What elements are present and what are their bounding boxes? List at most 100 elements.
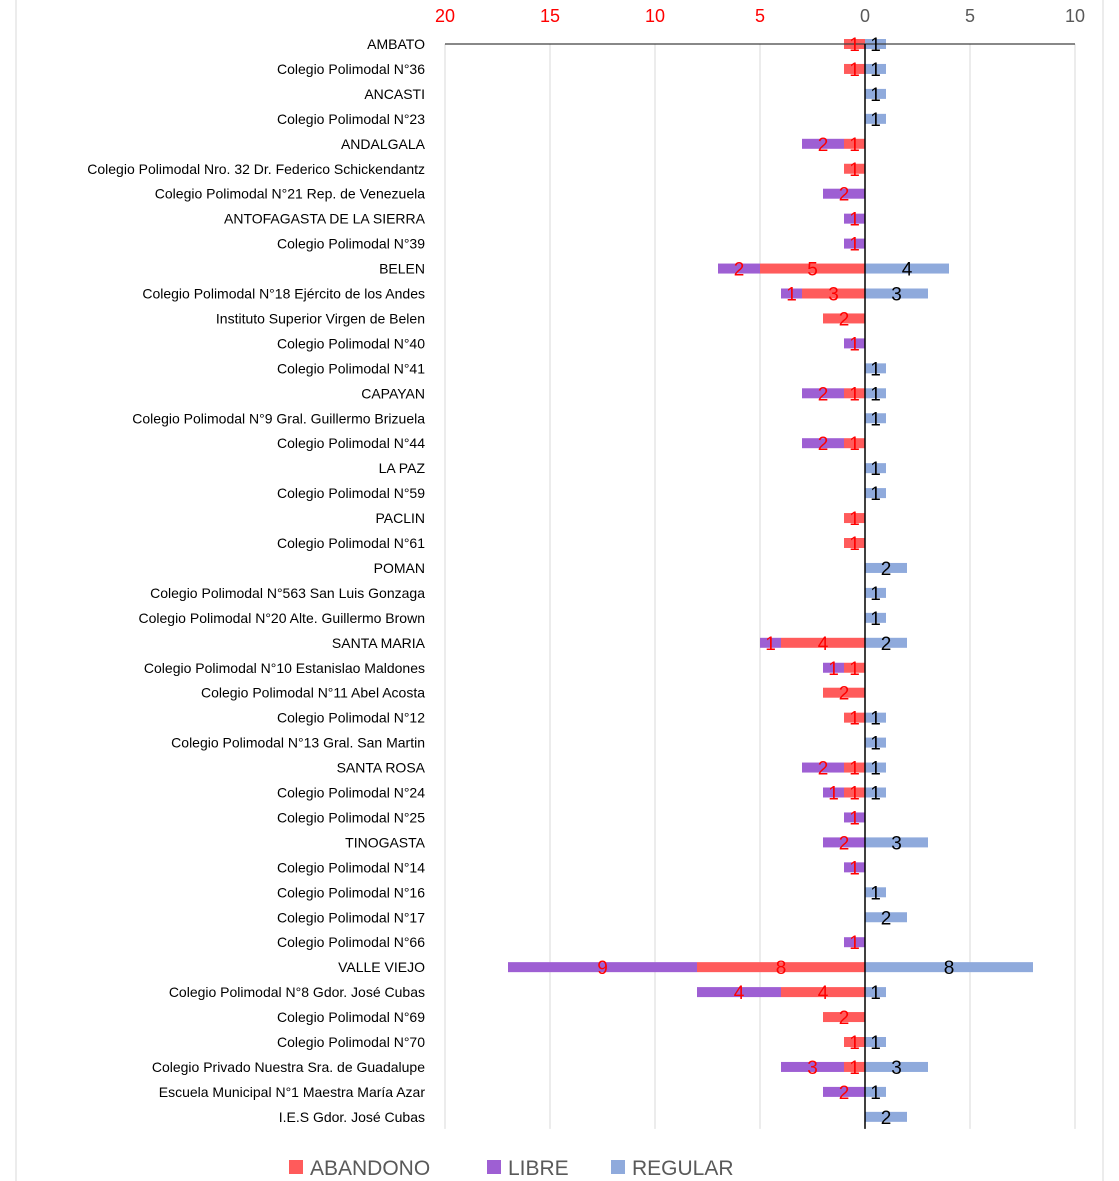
category-label: Colegio Polimodal N°61 [277, 535, 425, 551]
data-label: 1 [870, 734, 881, 755]
category-label: SANTA MARIA [332, 635, 426, 651]
data-label: 1 [828, 784, 839, 805]
category-label: Colegio Polimodal N°44 [277, 435, 425, 451]
category-label: Colegio Polimodal N°40 [277, 335, 425, 351]
category-label: Colegio Privado Nuestra Sra. de Guadalup… [152, 1059, 425, 1075]
category-label: Instituto Superior Virgen de Belen [216, 310, 425, 326]
category-label: Colegio Polimodal N°25 [277, 809, 425, 825]
data-label: 1 [870, 384, 881, 405]
category-label: Colegio Polimodal N°39 [277, 236, 425, 252]
data-label: 1 [870, 709, 881, 730]
x-tick-label: 0 [860, 6, 870, 26]
data-label: 1 [870, 60, 881, 81]
data-label: 3 [891, 285, 902, 306]
category-label: VALLE VIEJO [338, 959, 425, 975]
data-label: 1 [870, 85, 881, 106]
x-tick-label: 5 [965, 6, 975, 26]
x-tick-label: 20 [435, 6, 455, 26]
data-label: 1 [870, 409, 881, 430]
data-label: 1 [849, 210, 860, 231]
data-label: 1 [849, 659, 860, 680]
category-label: Colegio Polimodal N°23 [277, 111, 425, 127]
category-label: ANCASTI [364, 86, 425, 102]
data-label: 2 [881, 1108, 892, 1129]
data-label: 1 [849, 808, 860, 829]
category-label: Colegio Polimodal N°17 [277, 909, 425, 925]
data-label: 1 [849, 509, 860, 530]
category-label: Colegio Polimodal N°20 Alte. Guillermo B… [138, 610, 425, 626]
legend-swatch-regular [611, 1160, 625, 1174]
category-label: ANDALGALA [341, 136, 426, 152]
data-label: 1 [849, 434, 860, 455]
data-label: 2 [881, 634, 892, 655]
data-label: 1 [849, 235, 860, 256]
category-label: CAPAYAN [361, 385, 425, 401]
x-tick-label: 10 [645, 6, 665, 26]
data-label: 1 [870, 609, 881, 630]
category-label: BELEN [379, 261, 425, 277]
data-label: 2 [734, 260, 745, 281]
category-label: Colegio Polimodal N°36 [277, 61, 425, 77]
category-labels: AMBATOColegio Polimodal N°36ANCASTIColeg… [87, 36, 425, 1125]
data-label: 1 [849, 759, 860, 780]
data-label: 2 [818, 135, 829, 156]
category-label: Colegio Polimodal N°66 [277, 934, 425, 950]
data-label: 9 [597, 958, 608, 979]
data-label: 1 [849, 135, 860, 156]
category-label: I.E.S Gdor. José Cubas [279, 1109, 425, 1125]
data-label: 1 [849, 60, 860, 81]
data-label: 1 [765, 634, 776, 655]
data-label: 4 [818, 983, 829, 1004]
category-label: Colegio Polimodal N°69 [277, 1009, 425, 1025]
category-label: Colegio Polimodal N°563 San Luis Gonzaga [150, 585, 425, 601]
data-label: 1 [849, 1033, 860, 1054]
x-tick-labels: 20 15 10 5 0 5 10 [435, 6, 1085, 26]
category-label: Colegio Polimodal N°10 Estanislao Maldon… [144, 660, 425, 676]
data-label: 8 [944, 958, 955, 979]
data-label: 1 [870, 584, 881, 605]
data-label: 1 [870, 983, 881, 1004]
data-label: 1 [870, 359, 881, 380]
x-tick-label: 10 [1065, 6, 1085, 26]
category-label: Colegio Polimodal N°8 Gdor. José Cubas [169, 984, 425, 1000]
data-label: 8 [776, 958, 787, 979]
data-label: 1 [849, 384, 860, 405]
data-label: 3 [891, 1058, 902, 1079]
x-tick-label: 5 [755, 6, 765, 26]
data-label: 2 [818, 384, 829, 405]
data-label: 1 [849, 334, 860, 355]
data-label: 2 [839, 1083, 850, 1104]
data-label: 1 [828, 659, 839, 680]
data-label: 1 [870, 484, 881, 505]
data-label: 1 [870, 459, 881, 480]
category-label: Colegio Polimodal N°11 Abel Acosta [201, 685, 425, 701]
category-label: Colegio Polimodal N°9 Gral. Guillermo Br… [132, 410, 425, 426]
data-label: 2 [818, 759, 829, 780]
legend-swatch-abandono [289, 1160, 303, 1174]
data-label: 2 [839, 833, 850, 854]
data-label: 1 [870, 759, 881, 780]
data-label: 2 [839, 185, 850, 206]
data-label: 2 [818, 434, 829, 455]
category-label: Colegio Polimodal N°41 [277, 360, 425, 376]
data-label: 3 [828, 285, 839, 306]
category-label: POMAN [374, 560, 425, 576]
data-label: 2 [839, 1008, 850, 1029]
category-label: Escuela Municipal N°1 Maestra María Azar [159, 1084, 426, 1100]
category-label: PACLIN [375, 510, 425, 526]
legend-label-libre: LIBRE [508, 1157, 569, 1180]
category-label: Colegio Polimodal N°59 [277, 485, 425, 501]
data-label: 1 [870, 35, 881, 56]
category-label: Colegio Polimodal Nro. 32 Dr. Federico S… [87, 161, 425, 177]
legend: ABANDONO LIBRE REGULAR [289, 1157, 734, 1180]
category-label: Colegio Polimodal N°70 [277, 1034, 425, 1050]
data-label: 1 [849, 1058, 860, 1079]
category-label: Colegio Polimodal N°16 [277, 884, 425, 900]
category-label: Colegio Polimodal N°12 [277, 710, 425, 726]
data-label: 3 [807, 1058, 818, 1079]
data-label: 1 [870, 883, 881, 904]
data-label: 2 [839, 309, 850, 330]
data-label: 1 [870, 110, 881, 131]
